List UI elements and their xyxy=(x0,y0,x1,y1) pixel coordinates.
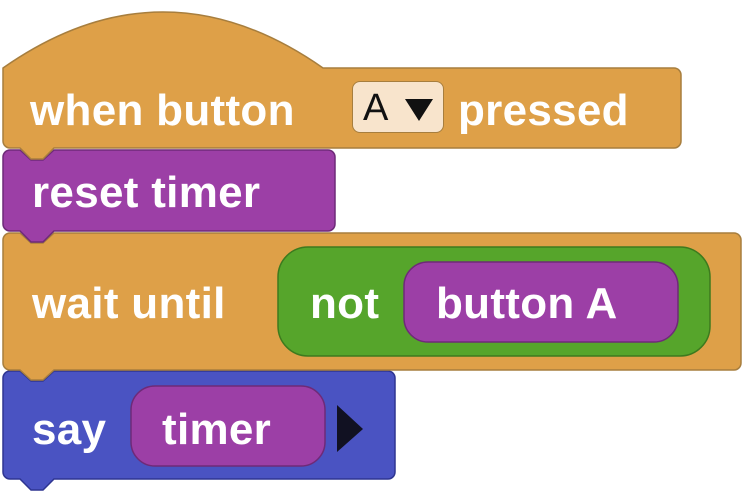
hat-prefix-label: when button xyxy=(30,86,295,135)
wait-until-label: wait until xyxy=(32,279,226,328)
button-a-reporter[interactable] xyxy=(403,261,679,343)
button-a-label: button A xyxy=(436,279,618,328)
timer-label: timer xyxy=(162,405,272,454)
reset-timer-block[interactable] xyxy=(2,149,336,243)
not-label: not xyxy=(310,279,380,328)
timer-reporter[interactable] xyxy=(130,385,326,467)
reset-timer-label: reset timer xyxy=(32,168,261,217)
hat-block[interactable] xyxy=(2,11,682,160)
dropdown-arrow-icon xyxy=(405,99,433,121)
say-label: say xyxy=(32,405,107,454)
dropdown-value: A xyxy=(363,87,389,129)
triangle-right-icon[interactable] xyxy=(337,405,363,452)
hat-suffix-label: pressed xyxy=(458,86,629,135)
button-dropdown[interactable]: A xyxy=(352,81,444,133)
